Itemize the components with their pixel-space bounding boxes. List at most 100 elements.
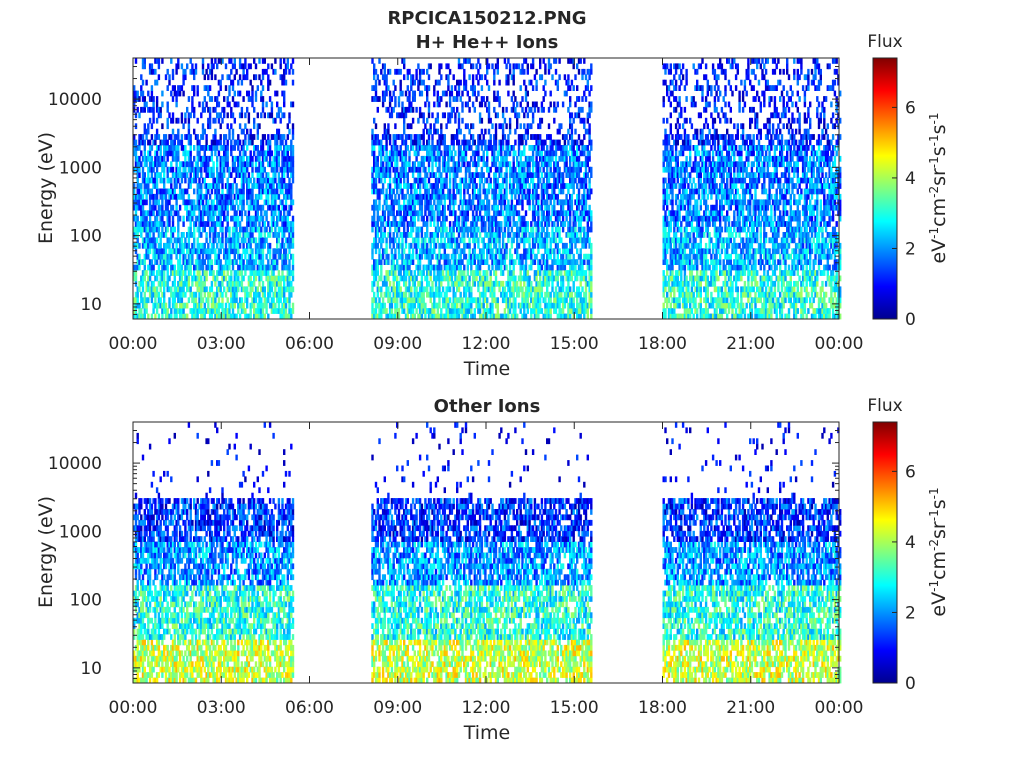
heat-cell — [385, 74, 388, 81]
heat-cell — [136, 313, 139, 320]
heat-cell — [219, 237, 222, 244]
heat-cell — [141, 79, 145, 86]
heat-cell — [246, 232, 249, 238]
heat-cell — [164, 199, 168, 206]
heat-cell — [240, 308, 244, 314]
heat-cell — [196, 188, 199, 195]
heat-cell — [159, 253, 162, 260]
heat-cell — [473, 259, 476, 265]
heat-cell — [178, 204, 182, 211]
heat-cell — [445, 90, 448, 97]
heat-cell — [240, 270, 244, 276]
heat-cell — [157, 199, 161, 206]
heat-cell — [189, 210, 192, 217]
heat-cell — [471, 134, 475, 140]
heat-cell — [284, 79, 288, 86]
heat-cell — [228, 85, 231, 91]
heat-cell — [187, 226, 191, 233]
heat-cell — [171, 221, 175, 227]
heat-cell — [198, 139, 201, 146]
heat-cell — [145, 188, 148, 195]
heat-cell — [141, 297, 145, 304]
heat-cell — [157, 155, 161, 162]
heat-cell — [207, 145, 210, 151]
heat-cell — [171, 155, 175, 162]
heat-cell — [147, 155, 150, 162]
heat-cell — [388, 68, 392, 75]
heat-cell — [141, 280, 145, 287]
heat-cell — [196, 117, 199, 124]
heat-cell — [134, 150, 138, 157]
heat-cell — [371, 302, 374, 309]
heat-cell — [208, 308, 212, 314]
heat-cell — [212, 177, 215, 184]
heat-cell — [274, 302, 277, 309]
heat-cell — [205, 248, 208, 255]
heat-cell — [374, 199, 378, 206]
heat-cell — [157, 172, 161, 178]
heat-cell — [260, 145, 263, 151]
heat-cell — [429, 128, 432, 135]
heat-cell — [263, 68, 266, 75]
heat-cell — [466, 210, 469, 217]
heat-cell — [152, 221, 155, 227]
heat-cell — [380, 242, 383, 249]
heat-cell — [261, 177, 265, 184]
heat-cell — [411, 248, 415, 255]
heat-cell — [288, 177, 291, 184]
heat-cell — [143, 161, 146, 168]
heat-cell — [493, 150, 496, 157]
heat-cell — [175, 117, 178, 124]
heat-cell — [500, 172, 503, 178]
heat-cell — [134, 308, 138, 314]
heat-cell — [216, 308, 219, 314]
heat-cell — [193, 210, 196, 217]
heat-cell — [219, 172, 222, 178]
heat-cell — [242, 177, 245, 184]
heat-cell — [249, 237, 252, 244]
heat-cell — [240, 128, 244, 135]
heat-cell — [459, 188, 462, 195]
heat-cell — [134, 90, 138, 97]
heat-cell — [263, 155, 266, 162]
heat-cell — [207, 166, 210, 173]
heat-cell — [249, 150, 252, 157]
heat-cell — [230, 275, 233, 282]
heat-cell — [186, 232, 189, 238]
heat-cell — [235, 297, 238, 304]
heat-cell — [150, 172, 154, 178]
heat-cell — [191, 242, 194, 249]
heat-cell — [148, 210, 152, 217]
heat-cell — [258, 259, 261, 265]
heat-cell — [226, 161, 229, 168]
heat-cell — [459, 193, 462, 200]
heat-cell — [253, 215, 256, 222]
heat-cell — [468, 139, 471, 146]
heat-cell — [371, 128, 374, 135]
heat-cell — [381, 297, 385, 304]
heat-cell — [214, 58, 217, 64]
heat-cell — [184, 259, 187, 265]
heat-cell — [249, 79, 252, 86]
heat-cell — [134, 302, 138, 309]
heat-cell — [136, 183, 139, 189]
heat-cell — [277, 204, 281, 211]
heat-cell — [376, 242, 379, 249]
heat-cell — [431, 166, 434, 173]
heat-cell — [237, 232, 240, 238]
heat-cell — [208, 172, 212, 178]
heat-cell — [207, 117, 210, 124]
heat-cell — [404, 150, 408, 157]
heat-cell — [233, 63, 236, 70]
heat-cell — [427, 106, 431, 113]
heat-cell — [461, 63, 464, 70]
heat-cell — [133, 275, 136, 282]
heat-cell — [161, 226, 164, 233]
heat-cell — [145, 199, 148, 206]
heat-cell — [256, 210, 259, 217]
heat-cell — [173, 155, 176, 162]
heat-cell — [193, 145, 196, 151]
heat-cell — [429, 63, 432, 70]
heat-cell — [272, 183, 275, 189]
heat-cell — [480, 85, 484, 91]
